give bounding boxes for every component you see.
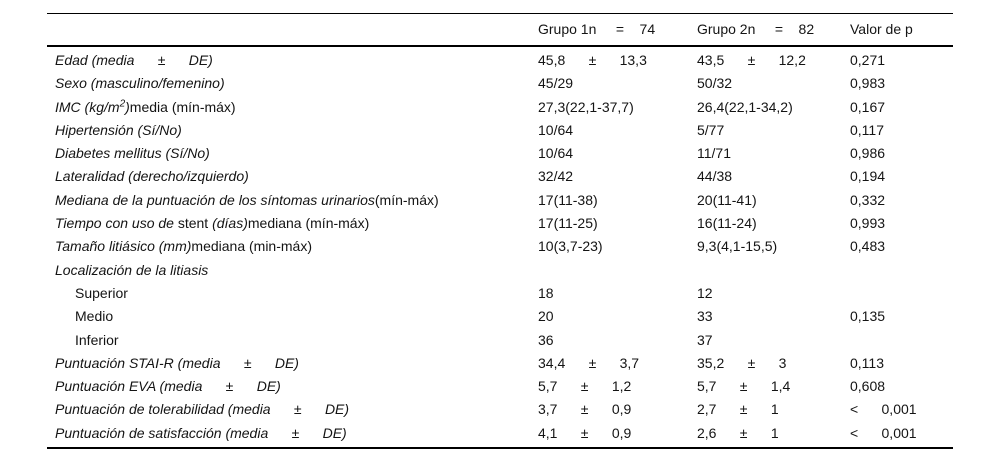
row-label: Tamaño litiásico (mm)mediana (min-máx) (55, 238, 312, 255)
group2-value: 16(11-24) (697, 215, 757, 232)
group2-value: 20(11-41) (697, 191, 757, 208)
group1-value: 10(3,7-23) (538, 238, 603, 255)
group2-value: 33 (697, 308, 713, 325)
row-label: Medio (75, 308, 114, 325)
group2-value: 35,2 ± 3 (697, 354, 787, 371)
col-header-pvalue: Valor de p (850, 20, 913, 37)
table-row: Superior 18 12 (47, 282, 953, 305)
table-row: Diabetes mellitus (Sí/No) 10/64 11/71 0,986 (47, 142, 953, 165)
group2-value: 5/77 (697, 121, 725, 138)
row-label: Localización de la litiasis (55, 261, 209, 278)
col-header-group2: Grupo 2n = 82 (697, 20, 815, 37)
row-label: Hipertensión (Sí/No) (55, 121, 182, 138)
group1-value: 4,1 ± 0,9 (538, 424, 632, 441)
group1-value: 5,7 ± 1,2 (538, 378, 632, 395)
table-row: Inferior 36 37 (47, 329, 953, 352)
table-row: Puntuación EVA (media ± DE) 5,7 ± 1,2 5,7 … (47, 375, 953, 398)
group2-value: 44/38 (697, 168, 733, 185)
group2-value: 43,5 ± 12,2 (697, 52, 806, 68)
group2-value: 50/32 (697, 75, 733, 92)
group2-value: 11/71 (697, 145, 731, 162)
p-value: 0,986 (850, 145, 886, 162)
row-label: Puntuación de satisfacción (media ± DE) (55, 424, 347, 441)
table-row: Hipertensión (Sí/No) 10/64 5/77 0,117 (47, 119, 953, 142)
row-label: Tiempo con uso de stent (días)mediana (m… (55, 215, 370, 232)
p-value: 0,483 (850, 238, 886, 255)
table-row: Edad (media ± DE) 45,8 ± 13,3 43,5 ± 12,2 0… (47, 49, 953, 72)
table-row: Sexo (masculino/femenino) 45/29 50/32 0,983 (47, 72, 953, 95)
row-label: Puntuación EVA (media ± DE) (55, 378, 281, 395)
group2-value: 9,3(4,1-15,5) (697, 238, 778, 255)
p-value: 0,113 (850, 354, 884, 371)
p-value: 0,167 (850, 98, 886, 115)
group1-value: 27,3(22,1-37,7) (538, 98, 634, 115)
row-label: Mediana de la puntuación de los síntomas… (55, 191, 439, 208)
table-row: Mediana de la puntuación de los síntomas… (47, 189, 953, 212)
table-body: Edad (media ± DE) 45,8 ± 13,3 43,5 ± 12,2 0… (47, 47, 953, 450)
table-row: Puntuación de tolerabilidad (media ± DE)… (47, 398, 953, 421)
row-label: Inferior (75, 331, 119, 348)
group1-value: 45,8 ± 13,3 (538, 52, 647, 68)
group2-value: 2,7 ± 1 (697, 401, 779, 418)
table-row: Tamaño litiásico (mm)mediana (min-máx) 10… (47, 235, 953, 258)
p-value: 0,993 (850, 215, 886, 232)
row-label: Puntuación de tolerabilidad (media ± DE) (55, 401, 350, 418)
group2-value: 26,4(22,1-34,2) (697, 98, 793, 115)
group1-value: 17(11-25) (538, 215, 598, 232)
table-row: IMC (kg/m2)media (mín-máx) 27,3(22,1-37,7… (47, 96, 953, 119)
table-header: Grupo 1n = 74 Grupo 2n = 82 Valor de p (47, 13, 953, 47)
group1-value: 18 (538, 284, 554, 301)
row-label: IMC (kg/m2)media (mín-máx) (55, 97, 236, 115)
table-row: Medio 20 33 0,135 (47, 305, 953, 328)
group2-value: 12 (697, 284, 713, 301)
group2-value: 37 (697, 331, 713, 348)
p-value: 0,194 (850, 168, 886, 185)
group1-value: 45/29 (538, 75, 574, 92)
row-label: Superior (75, 284, 128, 301)
table-row: Tiempo con uso de stent (días)mediana (m… (47, 212, 953, 235)
group1-value: 32/42 (538, 168, 574, 185)
p-value: < 0,001 (850, 401, 917, 418)
row-label: Diabetes mellitus (Sí/No) (55, 145, 210, 162)
p-value: 0,332 (850, 191, 886, 208)
comparison-table: Grupo 1n = 74 Grupo 2n = 82 Valor de p E… (47, 13, 953, 450)
group1-value: 3,7 ± 0,9 (538, 401, 632, 418)
p-value: 0,608 (850, 378, 886, 395)
row-label: Sexo (masculino/femenino) (55, 75, 225, 92)
group1-value: 17(11-38) (538, 191, 598, 208)
col-header-group1: Grupo 1n = 74 (538, 20, 656, 37)
group1-value: 10/64 (538, 121, 574, 138)
p-value: 0,983 (850, 75, 886, 92)
p-value: 0,135 (850, 308, 886, 325)
group2-value: 5,7 ± 1,4 (697, 378, 791, 395)
group1-value: 36 (538, 331, 554, 348)
row-label: Lateralidad (derecho/izquierdo) (55, 168, 249, 185)
p-value: 0,117 (850, 121, 884, 138)
p-value: < 0,001 (850, 424, 917, 441)
group1-value: 10/64 (538, 145, 574, 162)
group1-value: 20 (538, 308, 554, 325)
group1-value: 34,4 ± 3,7 (538, 354, 640, 371)
group2-value: 2,6 ± 1 (697, 424, 779, 441)
table-row: Lateralidad (derecho/izquierdo) 32/42 44/3… (47, 165, 953, 188)
row-label: Edad (media ± DE) (55, 52, 213, 68)
p-value: 0,271 (850, 52, 886, 68)
table-row: Puntuación de satisfacción (media ± DE) 4… (47, 422, 953, 445)
table-row: Puntuación STAI-R (media ± DE) 34,4 ± 3,7… (47, 352, 953, 375)
row-label: Puntuación STAI-R (media ± DE) (55, 354, 299, 371)
table-row: Localización de la litiasis (47, 259, 953, 282)
